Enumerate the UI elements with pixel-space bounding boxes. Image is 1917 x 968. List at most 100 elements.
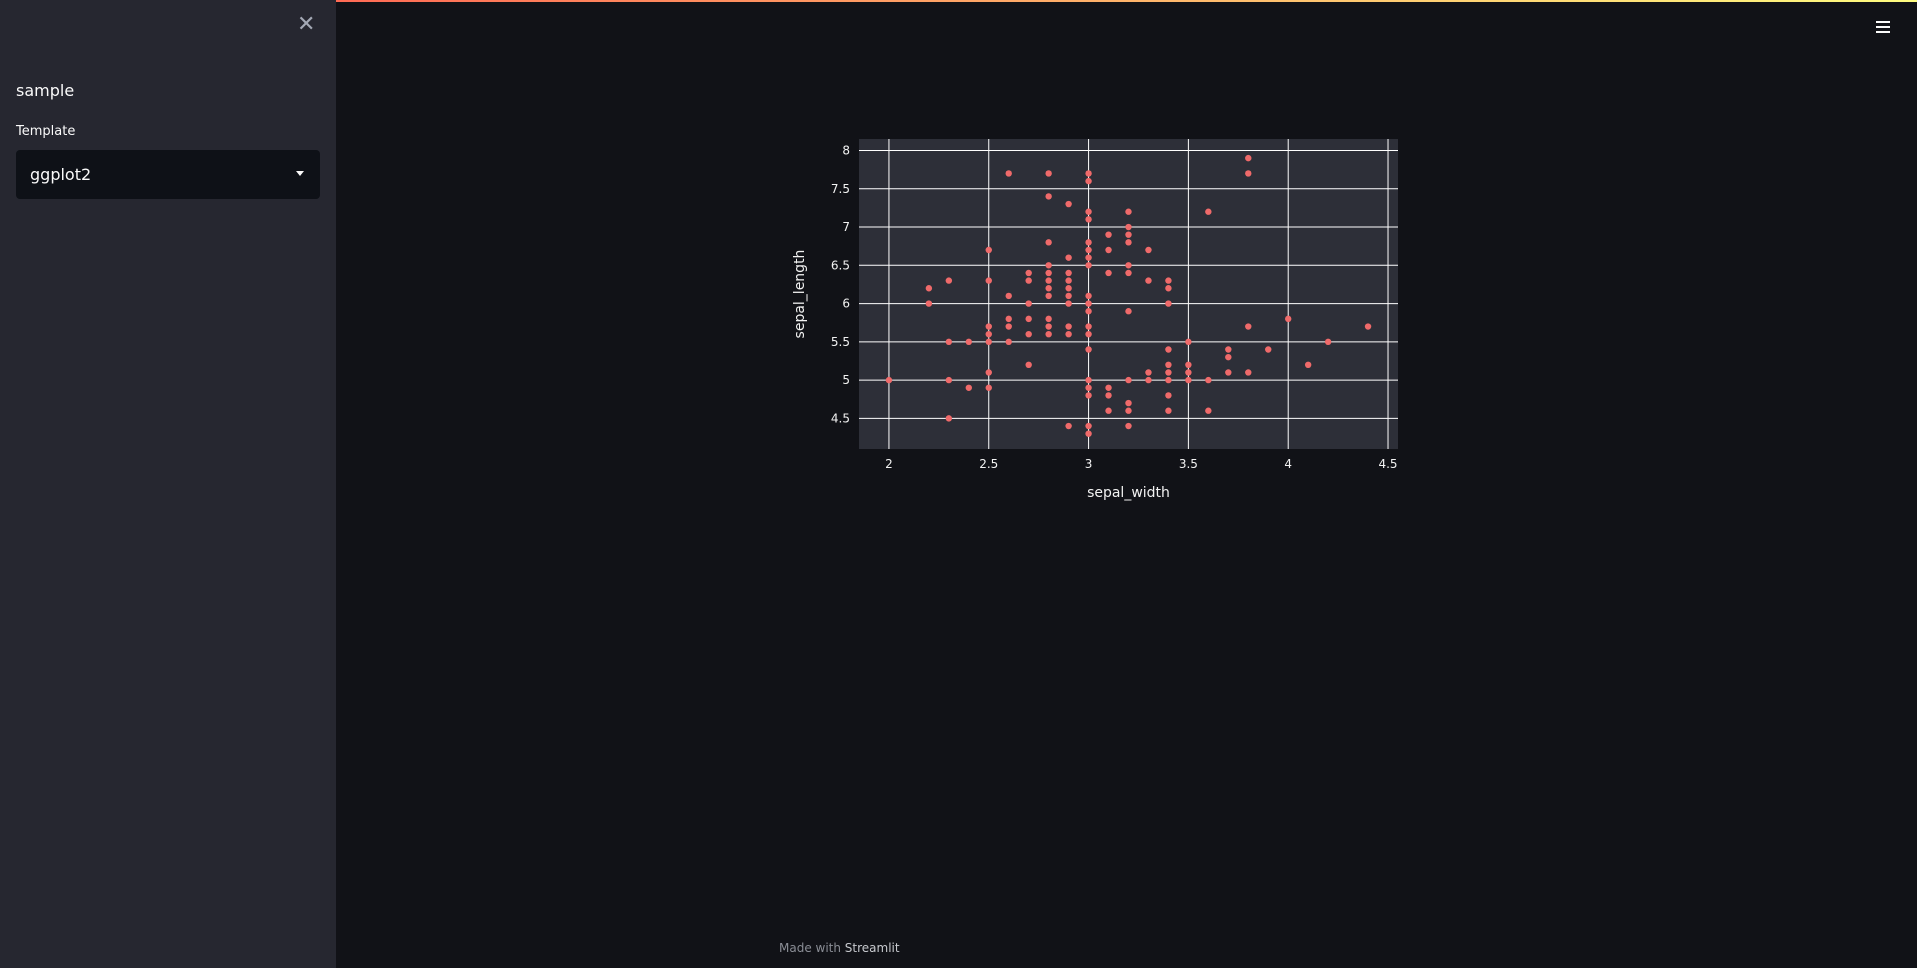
data-point[interactable]	[945, 376, 953, 384]
data-point[interactable]	[1105, 407, 1112, 414]
data-point[interactable]	[1105, 392, 1112, 399]
data-point[interactable]	[1085, 246, 1092, 254]
data-point[interactable]	[985, 369, 992, 376]
data-point[interactable]	[1304, 361, 1312, 369]
data-point[interactable]	[1125, 262, 1132, 269]
data-point[interactable]	[1045, 315, 1052, 323]
data-point[interactable]	[1005, 315, 1012, 323]
data-point[interactable]	[1065, 200, 1072, 208]
data-point[interactable]	[1125, 223, 1132, 231]
data-point[interactable]	[1065, 292, 1072, 300]
data-point[interactable]	[1165, 285, 1172, 292]
data-point[interactable]	[945, 338, 953, 346]
data-point[interactable]	[1245, 323, 1252, 330]
data-point[interactable]	[1085, 376, 1092, 384]
data-point[interactable]	[1185, 376, 1192, 384]
data-point[interactable]	[1265, 346, 1272, 353]
streamlit-link[interactable]: Streamlit	[844, 941, 900, 955]
data-point[interactable]	[1125, 407, 1132, 414]
data-point[interactable]	[1125, 399, 1132, 407]
data-point[interactable]	[965, 384, 972, 391]
data-point[interactable]	[1205, 407, 1212, 414]
data-point[interactable]	[1165, 392, 1172, 399]
data-point[interactable]	[1045, 262, 1052, 269]
data-point[interactable]	[1165, 361, 1172, 369]
data-point[interactable]	[1105, 231, 1112, 238]
data-point[interactable]	[1145, 376, 1152, 384]
data-point[interactable]	[1225, 353, 1232, 361]
data-point[interactable]	[1025, 269, 1032, 277]
data-point[interactable]	[1185, 338, 1192, 346]
data-point[interactable]	[985, 277, 992, 284]
data-point[interactable]	[1245, 154, 1252, 162]
data-point[interactable]	[1364, 323, 1372, 330]
data-point[interactable]	[1245, 170, 1252, 177]
data-point[interactable]	[1085, 308, 1092, 315]
data-point[interactable]	[1025, 361, 1032, 369]
data-point[interactable]	[1085, 430, 1092, 437]
data-point[interactable]	[1045, 170, 1052, 177]
hamburger-menu-icon[interactable]	[1874, 18, 1892, 36]
data-point[interactable]	[985, 384, 992, 391]
data-point[interactable]	[1085, 384, 1092, 391]
data-point[interactable]	[1085, 254, 1092, 261]
data-point[interactable]	[1025, 315, 1032, 323]
close-sidebar-icon[interactable]: ✕	[297, 12, 316, 37]
data-point[interactable]	[1045, 323, 1052, 330]
data-point[interactable]	[1185, 369, 1192, 376]
data-point[interactable]	[1005, 323, 1012, 330]
data-point[interactable]	[1145, 369, 1152, 376]
data-point[interactable]	[1085, 239, 1092, 246]
data-point[interactable]	[1045, 285, 1052, 292]
data-point[interactable]	[1165, 300, 1172, 307]
data-point[interactable]	[1245, 369, 1252, 376]
data-point[interactable]	[1065, 323, 1072, 330]
data-point[interactable]	[1065, 285, 1072, 292]
data-point[interactable]	[1065, 422, 1072, 430]
data-point[interactable]	[1125, 308, 1132, 315]
data-point[interactable]	[1185, 361, 1192, 369]
data-point[interactable]	[1285, 315, 1292, 323]
data-point[interactable]	[1005, 292, 1012, 300]
data-point[interactable]	[1205, 376, 1212, 384]
data-point[interactable]	[1085, 208, 1092, 215]
data-point[interactable]	[1165, 376, 1172, 384]
data-point[interactable]	[1125, 269, 1132, 277]
data-point[interactable]	[1125, 208, 1132, 215]
data-point[interactable]	[1045, 292, 1052, 300]
data-point[interactable]	[1125, 376, 1132, 384]
data-point[interactable]	[1045, 193, 1052, 200]
data-point[interactable]	[945, 415, 953, 422]
data-point[interactable]	[1145, 277, 1152, 284]
data-point[interactable]	[1005, 170, 1012, 177]
data-point[interactable]	[1085, 323, 1092, 330]
data-point[interactable]	[1085, 392, 1092, 399]
data-point[interactable]	[1165, 407, 1172, 414]
data-point[interactable]	[1045, 277, 1052, 284]
data-point[interactable]	[885, 376, 893, 384]
data-point[interactable]	[985, 246, 992, 254]
data-point[interactable]	[1105, 269, 1112, 277]
template-select[interactable]: ggplot2	[16, 150, 320, 199]
data-point[interactable]	[1005, 338, 1012, 346]
data-point[interactable]	[985, 338, 992, 346]
data-point[interactable]	[1065, 300, 1072, 307]
data-point[interactable]	[1065, 330, 1072, 338]
data-point[interactable]	[1145, 246, 1152, 254]
data-point[interactable]	[1085, 300, 1092, 307]
data-point[interactable]	[1125, 422, 1132, 430]
data-point[interactable]	[1025, 330, 1032, 338]
data-point[interactable]	[985, 330, 992, 338]
data-point[interactable]	[1085, 216, 1092, 223]
data-point[interactable]	[1085, 177, 1092, 185]
data-point[interactable]	[1085, 262, 1092, 269]
data-point[interactable]	[1165, 277, 1172, 284]
data-point[interactable]	[945, 277, 953, 284]
data-point[interactable]	[1085, 422, 1092, 430]
data-point[interactable]	[1045, 269, 1052, 277]
data-point[interactable]	[925, 300, 933, 307]
data-point[interactable]	[985, 323, 992, 330]
data-point[interactable]	[1225, 346, 1232, 353]
data-point[interactable]	[1085, 292, 1092, 300]
data-point[interactable]	[1045, 239, 1052, 246]
